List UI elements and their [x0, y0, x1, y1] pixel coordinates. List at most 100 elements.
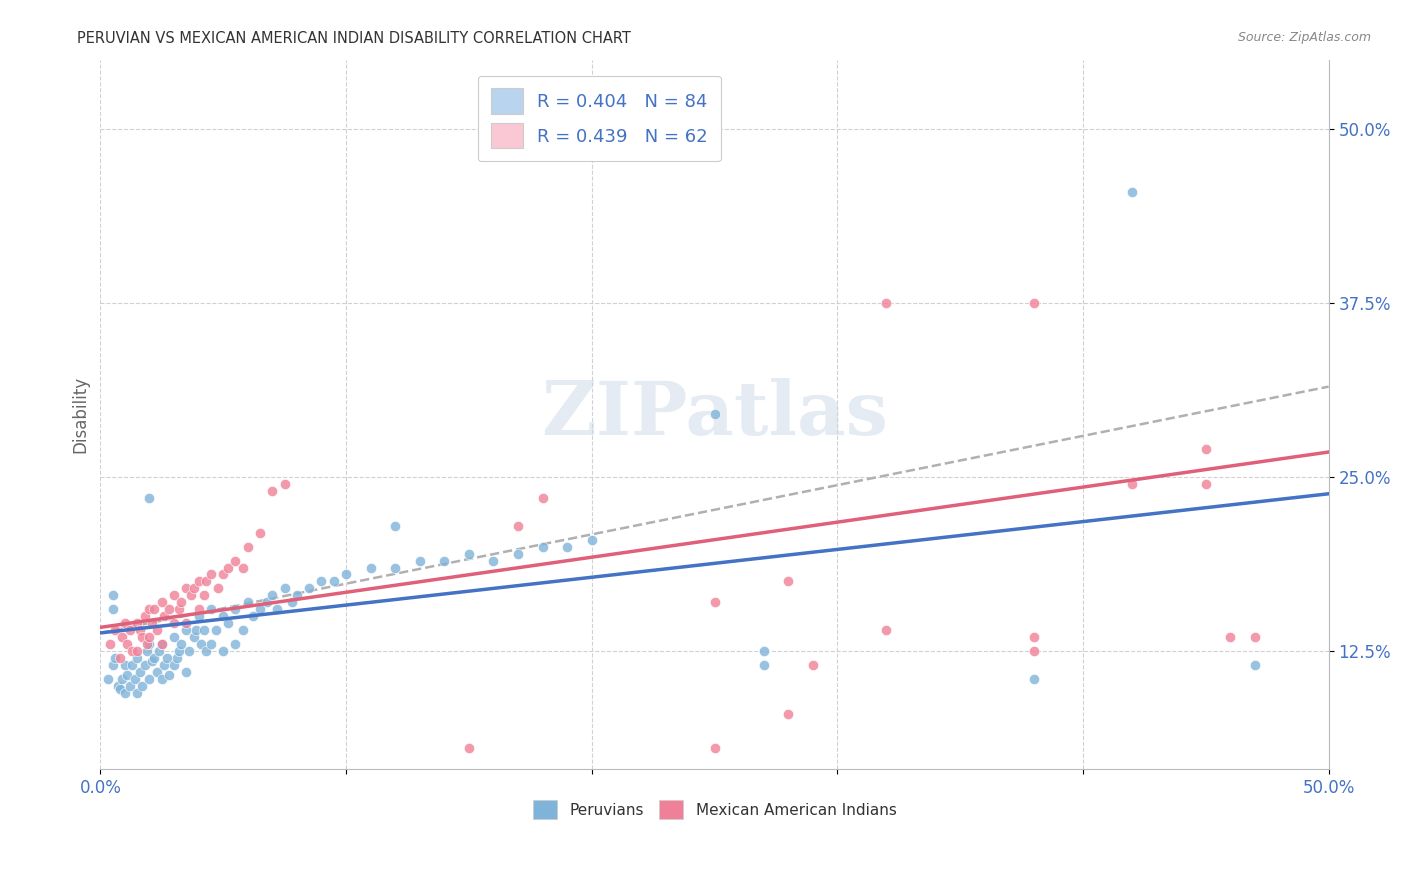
Legend: Peruvians, Mexican American Indians: Peruvians, Mexican American Indians — [526, 794, 903, 825]
Point — [266, 602, 288, 616]
Point — [256, 595, 278, 609]
Point — [150, 595, 173, 609]
Point — [138, 491, 160, 505]
Point — [482, 553, 505, 567]
Point — [555, 540, 578, 554]
Point — [153, 609, 176, 624]
Point — [1022, 630, 1045, 644]
Point — [1195, 477, 1218, 491]
Point — [183, 582, 205, 596]
Point — [433, 553, 456, 567]
Point — [212, 644, 235, 658]
Point — [131, 679, 153, 693]
Point — [148, 644, 170, 658]
Point — [176, 616, 198, 631]
Point — [156, 651, 179, 665]
Point — [111, 630, 134, 644]
Point — [170, 595, 193, 609]
Point — [111, 672, 134, 686]
Point — [335, 567, 357, 582]
Point — [183, 630, 205, 644]
Point — [752, 657, 775, 672]
Point — [134, 609, 156, 624]
Point — [121, 644, 143, 658]
Point — [249, 602, 271, 616]
Point — [118, 623, 141, 637]
Point — [146, 665, 169, 679]
Point — [224, 637, 246, 651]
Point — [249, 525, 271, 540]
Point — [117, 637, 139, 651]
Point — [138, 672, 160, 686]
Point — [801, 657, 824, 672]
Point — [1022, 644, 1045, 658]
Point — [108, 651, 131, 665]
Point — [177, 644, 200, 658]
Point — [200, 567, 222, 582]
Point — [167, 644, 190, 658]
Point — [703, 741, 725, 756]
Point — [101, 602, 124, 616]
Point — [531, 491, 554, 505]
Point — [138, 602, 160, 616]
Point — [195, 644, 218, 658]
Point — [217, 616, 239, 631]
Point — [138, 630, 160, 644]
Point — [163, 588, 186, 602]
Point — [212, 567, 235, 582]
Point — [124, 672, 146, 686]
Point — [1244, 657, 1267, 672]
Point — [322, 574, 344, 589]
Point — [121, 657, 143, 672]
Point — [262, 483, 284, 498]
Point — [384, 518, 406, 533]
Point — [193, 623, 215, 637]
Point — [204, 623, 226, 637]
Point — [127, 616, 149, 631]
Point — [127, 644, 149, 658]
Point — [101, 657, 124, 672]
Point — [180, 588, 202, 602]
Point — [128, 665, 150, 679]
Point — [170, 637, 193, 651]
Point — [136, 637, 159, 651]
Point — [143, 602, 166, 616]
Point — [217, 560, 239, 574]
Point — [457, 741, 479, 756]
Point — [134, 657, 156, 672]
Point — [409, 553, 432, 567]
Point — [281, 595, 304, 609]
Point — [224, 602, 246, 616]
Point — [163, 630, 186, 644]
Point — [167, 602, 190, 616]
Point — [778, 574, 800, 589]
Point — [703, 595, 725, 609]
Point — [108, 681, 131, 696]
Point — [752, 644, 775, 658]
Point — [176, 582, 198, 596]
Point — [127, 651, 149, 665]
Point — [457, 547, 479, 561]
Point — [875, 296, 897, 310]
Point — [127, 686, 149, 700]
Point — [298, 582, 321, 596]
Point — [1121, 185, 1143, 199]
Point — [1121, 477, 1143, 491]
Point — [1244, 630, 1267, 644]
Point — [128, 623, 150, 637]
Point — [163, 616, 186, 631]
Point — [207, 582, 229, 596]
Point — [212, 609, 235, 624]
Point — [384, 560, 406, 574]
Point — [242, 609, 264, 624]
Point — [186, 623, 208, 637]
Point — [97, 672, 120, 686]
Point — [98, 637, 121, 651]
Point — [236, 540, 259, 554]
Point — [143, 651, 166, 665]
Point — [157, 667, 180, 681]
Point — [187, 574, 209, 589]
Point — [273, 477, 295, 491]
Point — [778, 783, 800, 797]
Point — [104, 623, 127, 637]
